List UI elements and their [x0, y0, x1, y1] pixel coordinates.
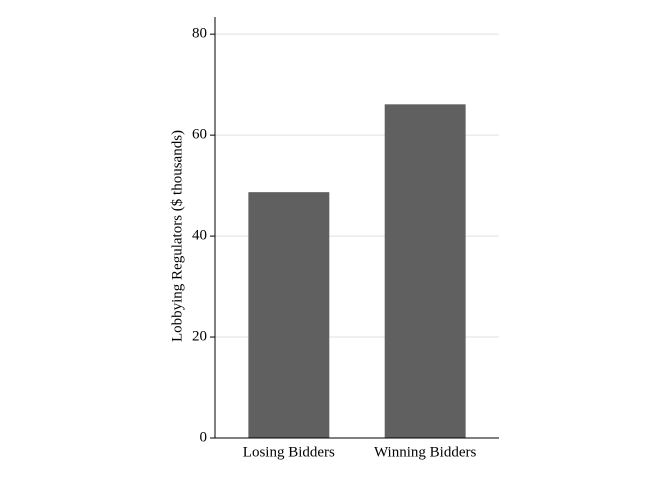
y-tick-label: 20: [192, 328, 207, 344]
x-tick-label: Losing Bidders: [243, 444, 335, 460]
y-axis-label: Lobbying Regulators ($ thousands): [169, 130, 185, 342]
y-tick-label: 0: [200, 429, 208, 445]
bar: [248, 192, 330, 438]
y-tick-label: 60: [192, 127, 207, 143]
bar: [384, 104, 466, 438]
x-tick-label: Winning Bidders: [374, 444, 476, 460]
y-tick-label: 80: [192, 26, 207, 42]
y-tick-label: 40: [192, 228, 207, 244]
